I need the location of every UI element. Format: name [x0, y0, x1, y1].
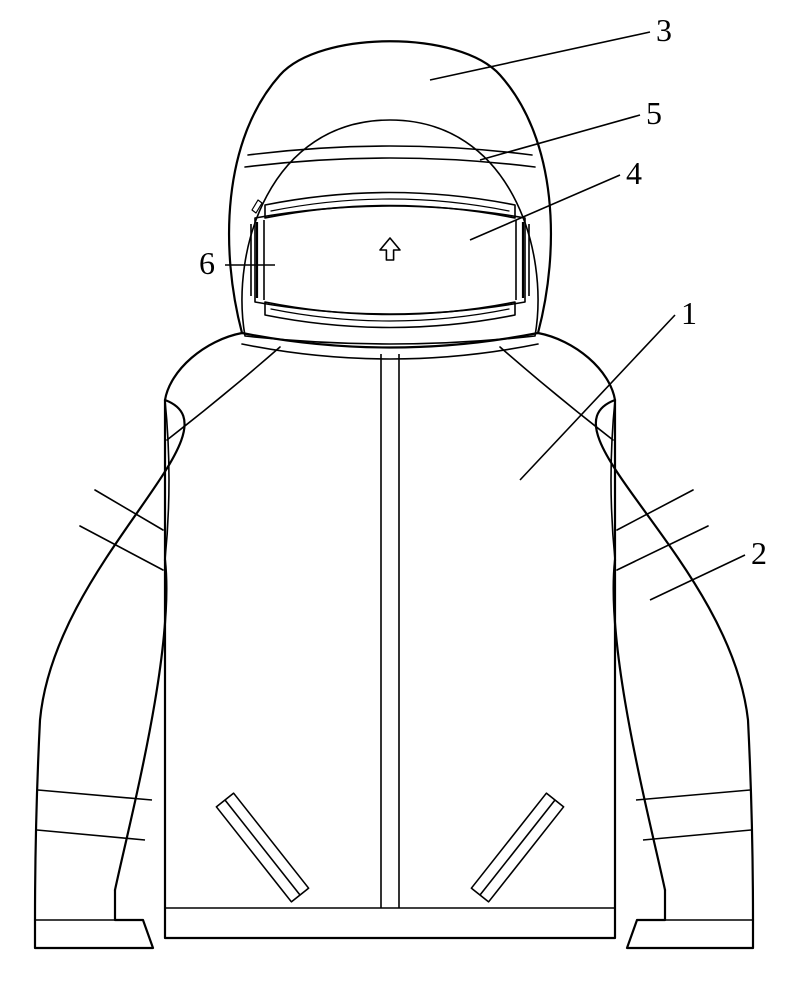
lead-body	[520, 315, 675, 480]
hood-inner	[242, 120, 538, 344]
hood-band-top	[248, 146, 532, 155]
hood-band-bot	[245, 158, 535, 167]
body-outline	[165, 333, 615, 938]
lead-band	[480, 115, 640, 160]
cuff-R	[627, 890, 753, 948]
sleeve-L-inner	[115, 560, 166, 890]
hood-outline	[229, 41, 551, 333]
sleeve-R-inner	[614, 560, 665, 890]
neckline-outer	[242, 333, 538, 348]
neckline-inner	[242, 344, 538, 359]
callout-band: 5	[646, 97, 662, 129]
lead-sleeve	[650, 555, 745, 600]
jacket-diagram	[0, 0, 788, 1000]
callout-hood: 3	[656, 14, 672, 46]
callout-zipper: 6	[199, 247, 215, 279]
cuff-L	[35, 890, 153, 948]
callout-panel: 4	[626, 157, 642, 189]
callout-body: 1	[681, 297, 697, 329]
arrow-up-icon	[380, 238, 400, 260]
lead-hood	[430, 32, 650, 80]
callout-sleeve: 2	[751, 537, 767, 569]
zipper-pull	[252, 200, 262, 213]
